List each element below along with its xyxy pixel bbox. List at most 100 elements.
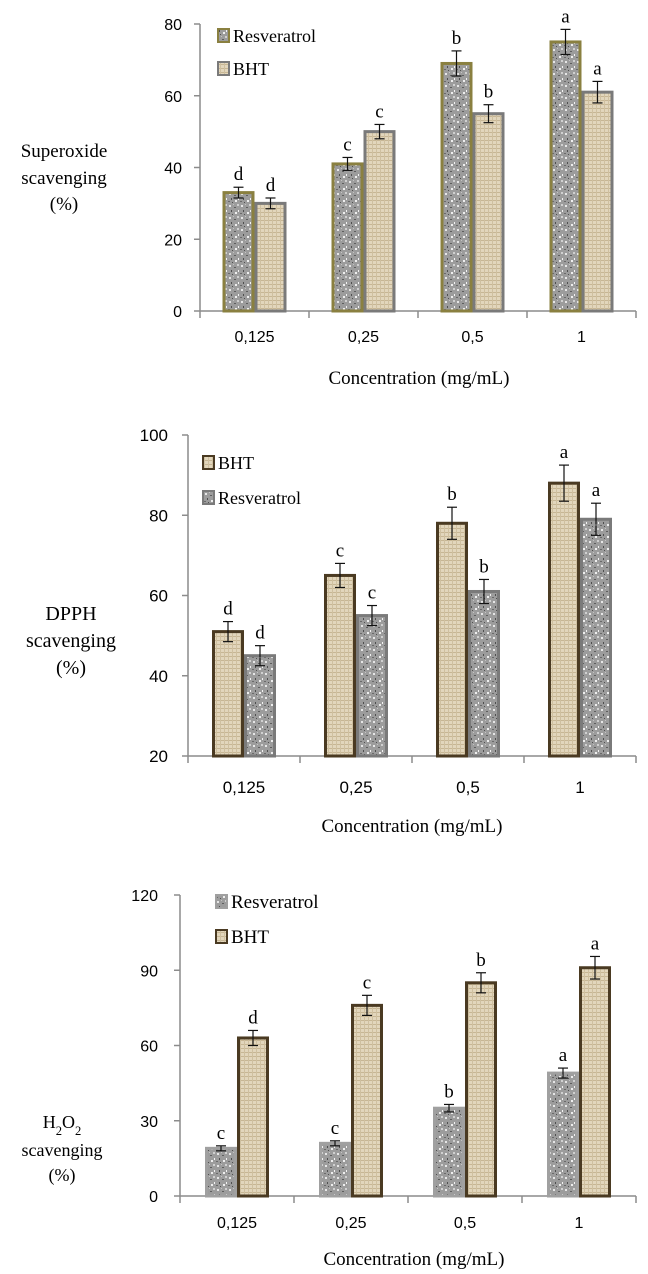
bar <box>331 162 364 313</box>
significance-letter: d <box>255 623 265 644</box>
legend-swatch <box>217 61 230 76</box>
significance-letter: a <box>561 6 570 27</box>
y-tick-label: 80 <box>164 17 182 34</box>
significance-letter: c <box>336 540 344 561</box>
bar <box>351 1003 383 1198</box>
y-tick-label: 120 <box>131 888 158 905</box>
bar <box>581 90 614 313</box>
y-axis-label: (%) <box>56 657 86 679</box>
significance-letter: a <box>591 933 600 954</box>
y-tick-label: 60 <box>149 587 168 606</box>
y-tick-label: 30 <box>140 1114 158 1131</box>
significance-letter: a <box>560 442 569 463</box>
legend-label: BHT <box>231 927 269 948</box>
bar <box>472 112 505 313</box>
significance-letter: b <box>444 1081 454 1102</box>
legend-swatch <box>202 455 215 470</box>
legend-label: Resveratrol <box>231 892 319 913</box>
bar <box>244 654 276 758</box>
legend-label: Resveratrol <box>218 488 301 508</box>
bar <box>580 517 612 758</box>
y-tick-label: 0 <box>149 1189 158 1206</box>
significance-letter: d <box>234 164 244 185</box>
y-tick-label: 40 <box>149 667 168 686</box>
bar <box>222 191 255 313</box>
bar <box>212 630 244 758</box>
x-tick-label: 0,5 <box>461 329 483 346</box>
x-axis-label: Concentration (mg/mL) <box>324 1249 505 1270</box>
significance-letter: b <box>447 484 457 505</box>
y-tick-label: 0 <box>173 304 182 321</box>
legend-label: BHT <box>218 453 254 473</box>
legend-swatch <box>217 28 230 43</box>
y-axis-label: scavenging <box>26 630 116 652</box>
y-axis-label: DPPH <box>45 603 96 625</box>
legend-swatch <box>202 490 215 505</box>
bar <box>465 981 497 1198</box>
superoxide-chart: 0 20 40 60 80 0,125 0,25 0,5 1 d c b a d c b a Resveratro… <box>21 6 637 389</box>
y-axis-label: Superoxide <box>21 141 108 162</box>
legend-swatch <box>215 894 228 909</box>
bar <box>547 1071 579 1198</box>
h2o2-chart: 0 30 60 90 120 0,125 0,25 0,5 1 c c b a d c b a Resveratr… <box>22 888 637 1270</box>
significance-letter: d <box>266 175 276 196</box>
bar <box>363 130 396 313</box>
significance-letter: d <box>248 1007 258 1028</box>
x-tick-label: 0,125 <box>234 329 274 346</box>
dpph-chart: 20 40 60 80 100 0,125 0,25 0,5 1 d c b a d c b a BHT Resve… <box>26 426 637 837</box>
bar <box>237 1036 269 1198</box>
x-tick-label: 0,5 <box>456 778 480 797</box>
bar <box>549 40 582 313</box>
y-tick-label: 60 <box>164 89 182 106</box>
x-tick-label: 0,25 <box>339 778 372 797</box>
x-axis-label: Concentration (mg/mL) <box>329 368 510 389</box>
bar <box>319 1141 351 1198</box>
bar <box>468 589 500 758</box>
bar <box>436 521 468 758</box>
legend-label: Resveratrol <box>233 26 316 46</box>
y-tick-label: 20 <box>149 747 168 766</box>
bar <box>356 614 388 758</box>
x-axis-label: Concentration (mg/mL) <box>322 816 503 837</box>
y-tick-label: 90 <box>140 963 158 980</box>
significance-letter: b <box>476 950 486 971</box>
x-tick-label: 1 <box>575 778 584 797</box>
significance-letter: d <box>223 599 233 620</box>
significance-letter: b <box>479 556 489 577</box>
bar <box>324 573 356 758</box>
x-tick-label: 0,125 <box>217 1215 257 1232</box>
x-tick-label: 0,5 <box>454 1215 476 1232</box>
x-tick-label: 0,25 <box>348 329 379 346</box>
significance-letter: b <box>484 82 494 103</box>
significance-letter: a <box>592 480 601 501</box>
x-tick-label: 0,125 <box>223 778 266 797</box>
y-axis-label: scavenging <box>22 1140 103 1160</box>
legend-label: BHT <box>233 59 269 79</box>
significance-letter: c <box>217 1123 225 1144</box>
legend-swatch <box>215 929 228 944</box>
significance-letter: c <box>368 583 376 604</box>
x-tick-label: 1 <box>577 329 586 346</box>
significance-letter: a <box>593 58 602 79</box>
bar <box>433 1106 465 1198</box>
significance-letter: c <box>363 972 371 993</box>
bar <box>579 966 611 1198</box>
x-tick-label: 1 <box>575 1215 584 1232</box>
y-tick-label: 40 <box>164 161 182 178</box>
y-axis-label: (%) <box>49 1165 76 1186</box>
y-axis-label: scavenging <box>21 168 107 189</box>
significance-letter: c <box>343 134 351 155</box>
significance-letter: b <box>452 28 462 49</box>
significance-letter: c <box>375 101 383 122</box>
y-tick-label: 20 <box>164 232 182 249</box>
significance-letter: c <box>331 1118 339 1139</box>
y-axis-label: H2O2 <box>43 1112 82 1138</box>
bar <box>254 201 287 313</box>
significance-letter: a <box>559 1045 568 1066</box>
y-tick-label: 80 <box>149 506 168 525</box>
bar <box>440 61 473 313</box>
y-tick-label: 60 <box>140 1039 158 1056</box>
x-tick-label: 0,25 <box>335 1215 366 1232</box>
bar <box>548 481 580 758</box>
